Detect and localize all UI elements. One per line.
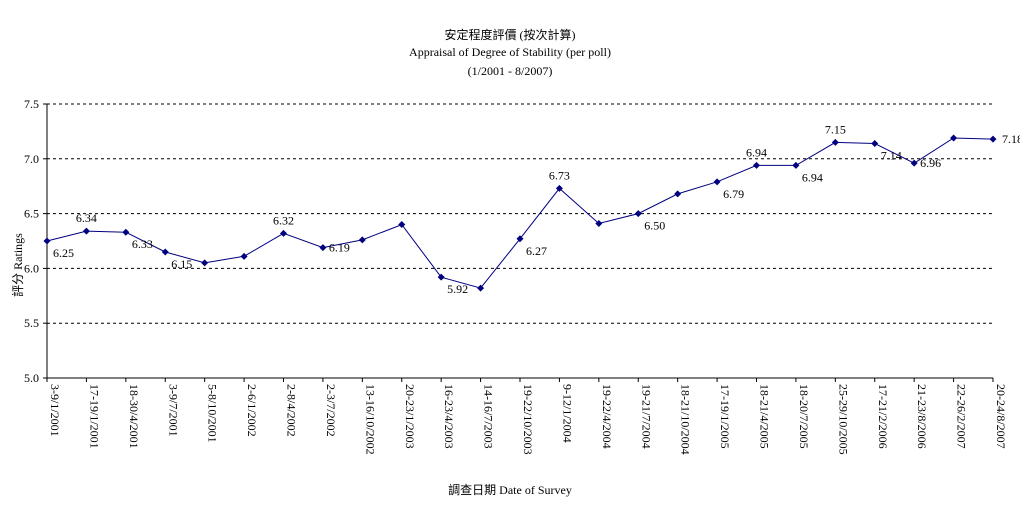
gridlines: [47, 103, 993, 324]
data-label: 6.73: [549, 168, 570, 182]
data-point: [161, 248, 169, 256]
x-tick-label: 17-21/2/2006: [876, 384, 890, 449]
axes: [43, 103, 994, 382]
data-label: 6.94: [802, 170, 823, 184]
x-tick-label: 9-12/1/2004: [560, 384, 574, 443]
data-point: [122, 228, 130, 236]
data-label: 6.25: [53, 246, 74, 260]
x-tick-label: 25-29/10/2005: [836, 384, 850, 455]
x-tick-label: 16-23/4/2003: [442, 384, 456, 449]
y-tick-label: 6.5: [24, 207, 39, 221]
data-label: 6.79: [723, 187, 744, 201]
data-label: 6.27: [526, 244, 547, 258]
data-point: [753, 161, 760, 169]
y-tick-label: 7.5: [24, 97, 39, 111]
y-tick-label: 5.0: [24, 371, 39, 385]
data-point: [516, 235, 524, 243]
data-point: [358, 236, 366, 244]
x-tick-label: 22-26/2/2007: [955, 384, 969, 449]
data-label: 6.32: [273, 213, 294, 227]
data-point: [319, 244, 327, 252]
data-label: 6.15: [171, 257, 192, 271]
series-ratings: [43, 134, 997, 292]
x-tick-labels: 3-9/1/2001 17-19/1/2001 18-30/4/2001 3-9/7/…: [48, 384, 1008, 455]
data-point: [674, 190, 682, 198]
data-point: [43, 237, 51, 245]
x-tick-label: 17-19/1/2005: [718, 384, 732, 449]
data-point: [201, 259, 209, 267]
x-tick-label: 2-3/7/2002: [324, 384, 338, 437]
data-label: 6.94: [746, 145, 767, 159]
x-tick-label: 14-16/7/2003: [482, 384, 496, 449]
data-point: [82, 227, 90, 235]
data-point: [792, 161, 800, 169]
data-label: 6.19: [329, 241, 350, 255]
x-tick-label: 20-23/1/2003: [403, 384, 417, 449]
data-point: [240, 252, 248, 260]
data-point: [950, 134, 958, 142]
data-label: 7.14: [881, 148, 902, 162]
data-point: [831, 138, 839, 146]
x-tick-label: 21-23/8/2006: [915, 384, 929, 449]
data-point: [871, 139, 879, 147]
x-tick-label: 3-9/7/2001: [166, 384, 180, 437]
data-point: [437, 273, 445, 281]
x-axis-title: 調查日期 Date of Survey: [448, 483, 572, 497]
chart-title: 安定程度評價 (按次計算): [444, 28, 576, 42]
data-point: [280, 229, 287, 237]
x-tick-label: 18-21/10/2004: [679, 384, 693, 455]
data-point: [910, 159, 918, 167]
x-tick-label: 3-9/1/2001: [48, 384, 62, 437]
chart-subtitle: Appraisal of Degree of Stability (per po…: [409, 45, 611, 59]
data-label: 6.33: [132, 237, 153, 251]
data-point: [555, 184, 563, 192]
y-tick-label: 5.5: [24, 316, 39, 330]
y-tick-label: 7.0: [24, 152, 39, 166]
data-label: 6.96: [920, 156, 941, 170]
y-tick-labels: 7.5 7.0 6.5 6.0 5.5 5.0: [24, 97, 39, 385]
x-tick-label: 5-8/10/2001: [206, 384, 220, 443]
data-label: 7.18: [1002, 132, 1020, 146]
data-point: [713, 178, 721, 186]
x-tick-label: 20-24/8/2007: [994, 384, 1008, 449]
x-tick-label: 2-6/1/2002: [245, 384, 259, 437]
data-labels: 6.25 6.34 6.33 6.15 6.32 6.19 5.92 6.27 6.73 6.50…: [53, 122, 1020, 296]
x-tick-label: 19-22/10/2003: [521, 384, 535, 455]
x-tick-label: 17-19/1/2001: [87, 384, 101, 449]
data-label: 6.34: [76, 211, 97, 225]
chart-date-range: (1/2001 - 8/2007): [467, 64, 553, 78]
x-tick-label: 19-22/4/2004: [600, 384, 614, 449]
data-point: [398, 221, 406, 229]
data-label: 5.92: [447, 282, 468, 296]
x-tick-label: 18-21/4/2005: [758, 384, 772, 449]
data-point: [634, 210, 642, 218]
x-tick-label: 19-21/7/2004: [639, 384, 653, 449]
y-tick-label: 6.0: [24, 261, 39, 275]
data-point: [989, 135, 997, 143]
x-tick-label: 2-8/4/2002: [285, 384, 299, 437]
data-label: 7.15: [825, 122, 846, 136]
x-tick-label: 13-16/10/2002: [363, 384, 377, 455]
data-point: [477, 284, 485, 292]
x-tick-label: 18-20/7/2005: [797, 384, 811, 449]
data-label: 6.50: [644, 219, 665, 233]
y-axis-title: 評分 Ratings: [10, 233, 25, 297]
x-tick-label: 18-30/4/2001: [127, 384, 141, 449]
data-point: [595, 219, 603, 227]
